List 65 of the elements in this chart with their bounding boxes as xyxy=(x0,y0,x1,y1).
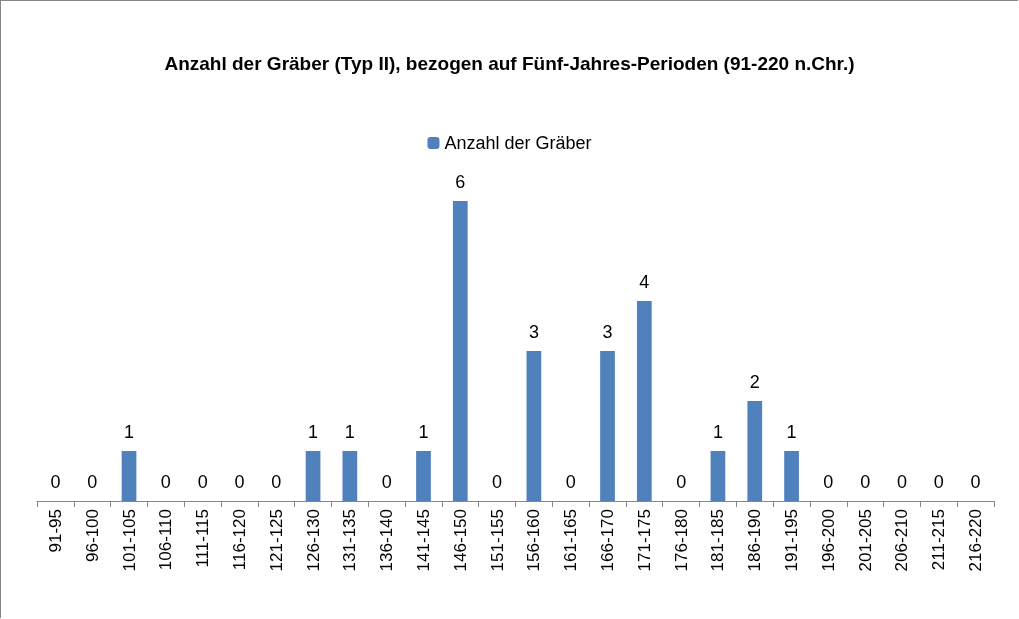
x-tick-label: 156-160 xyxy=(524,509,544,572)
data-label: 0 xyxy=(823,472,834,492)
x-tick-label: 116-120 xyxy=(229,509,249,571)
data-label: 0 xyxy=(234,472,245,492)
data-label: 0 xyxy=(896,472,907,492)
x-tick-label: 101-105 xyxy=(119,509,139,572)
x-tick-label: 141-145 xyxy=(413,509,433,572)
data-label: 0 xyxy=(50,472,61,492)
data-label: 4 xyxy=(639,272,650,292)
x-tick-label: 181-185 xyxy=(708,509,728,572)
x-tick-label: 166-170 xyxy=(598,509,618,572)
data-label: 1 xyxy=(786,422,797,442)
x-tick-label: 161-165 xyxy=(561,509,581,572)
bar xyxy=(342,451,358,501)
bar xyxy=(452,201,468,501)
x-tick-label: 91-95 xyxy=(45,509,65,553)
bar xyxy=(784,451,799,501)
x-tick-label: 111-115 xyxy=(193,509,213,568)
data-label: 6 xyxy=(455,172,466,192)
data-label: 0 xyxy=(676,472,687,492)
data-label: 1 xyxy=(124,422,135,442)
data-label: 0 xyxy=(197,472,208,492)
bar xyxy=(416,451,431,501)
x-tick-label: 176-180 xyxy=(671,509,691,572)
data-label: 1 xyxy=(344,422,355,442)
data-label: 0 xyxy=(492,472,503,492)
data-label: 1 xyxy=(712,422,723,442)
x-tick-label: 211-215 xyxy=(929,509,949,571)
x-tick-label: 191-195 xyxy=(782,509,802,572)
x-tick-label: 201-205 xyxy=(855,509,875,572)
data-label: 3 xyxy=(602,322,613,342)
bar xyxy=(636,301,652,501)
data-label: 3 xyxy=(528,322,539,342)
bar xyxy=(710,451,726,501)
x-tick-label: 206-210 xyxy=(892,509,912,572)
data-label: 1 xyxy=(308,422,319,442)
x-tick-label: 131-135 xyxy=(340,509,360,572)
chart-title: Anzahl der Gräber (Typ II), bezogen auf Fünf-Jahres-Perioden (91-220 n.Chr.) xyxy=(164,52,855,74)
data-label: 0 xyxy=(933,472,944,492)
data-label: 2 xyxy=(749,372,760,392)
data-label: 0 xyxy=(160,472,171,492)
x-tick-label: 216-220 xyxy=(966,509,986,572)
data-label: 0 xyxy=(565,472,576,492)
x-tick-label: 146-150 xyxy=(450,509,470,572)
x-tick-label: 186-190 xyxy=(745,509,765,572)
bar xyxy=(600,351,615,501)
x-tick-label: 96-100 xyxy=(82,509,102,562)
legend-label: Anzahl der Gräber xyxy=(444,133,592,153)
data-label: 1 xyxy=(418,422,429,442)
bar xyxy=(747,401,763,501)
x-tick-label: 126-130 xyxy=(303,509,323,572)
bar xyxy=(305,451,321,501)
data-label: 0 xyxy=(860,472,871,492)
data-label: 0 xyxy=(381,472,392,492)
x-tick-label: 136-140 xyxy=(377,509,397,572)
x-tick-label: 151-155 xyxy=(487,509,507,572)
x-tick-label: 171-175 xyxy=(634,509,654,572)
x-tick-label: 106-110 xyxy=(156,509,176,571)
data-label: 0 xyxy=(970,472,981,492)
x-tick-label: 196-200 xyxy=(818,509,838,572)
data-label: 0 xyxy=(87,472,98,492)
bar xyxy=(121,451,137,501)
data-label: 0 xyxy=(271,472,282,492)
x-tick-label: 121-125 xyxy=(266,509,286,572)
bar xyxy=(526,351,542,501)
